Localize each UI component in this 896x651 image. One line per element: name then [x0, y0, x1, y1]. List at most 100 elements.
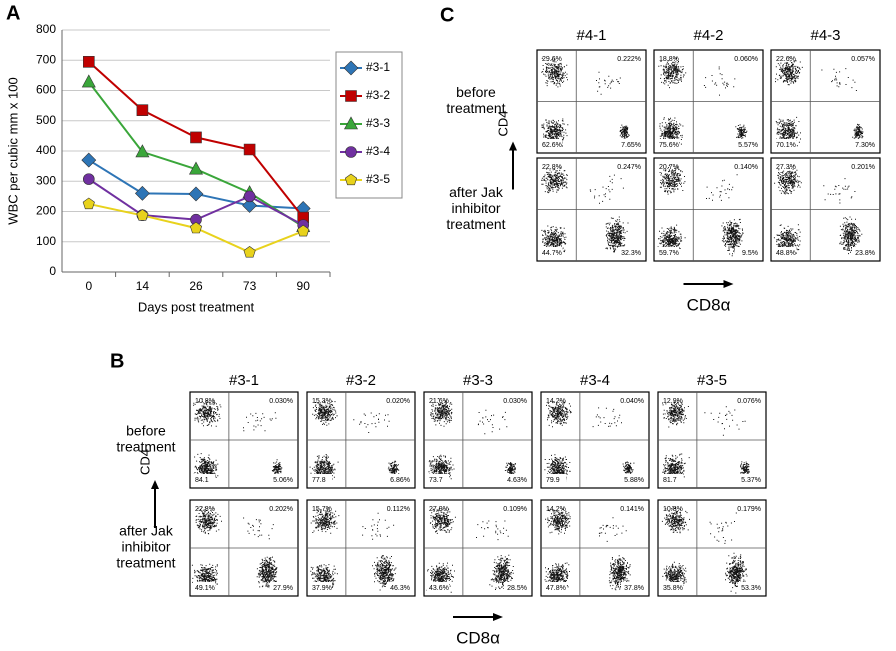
panel-label: C	[440, 4, 454, 26]
label-box	[738, 474, 763, 485]
marker	[242, 198, 258, 213]
dot-plot: 22.6% 0.057% 70.1% 7.30%	[770, 49, 881, 154]
marker	[136, 104, 149, 116]
label-box	[618, 247, 643, 258]
marker	[134, 185, 150, 201]
quadrant-value: 44.7%	[542, 250, 562, 257]
label-box	[540, 247, 562, 258]
marker	[190, 131, 202, 144]
row-label: before	[456, 84, 496, 100]
quadrant-value: 37.8%	[624, 585, 644, 592]
label-box	[738, 582, 763, 593]
dot-cloud	[605, 216, 629, 254]
marker	[81, 152, 97, 168]
column-header: #3-4	[580, 372, 610, 389]
row-label: treatment	[446, 100, 505, 116]
quadrant-value: 0.179%	[737, 506, 761, 513]
x-tick-label: 90	[297, 279, 311, 293]
dot-plot: 15.3% 0.020% 77.8 6.86%	[306, 391, 416, 489]
dot-cloud	[243, 412, 277, 432]
legend-label: #3-2	[366, 88, 390, 102]
dot-cloud	[476, 520, 509, 541]
quadrant-value: 32.3%	[621, 250, 641, 257]
y-axis-title: WBC per cubic mm x 100	[5, 77, 20, 224]
row-label: inhibitor	[121, 539, 170, 555]
marker	[345, 146, 357, 158]
dot-cloud	[735, 124, 748, 141]
quadrant-value: 70.1%	[776, 142, 796, 149]
x-axis-title: CD8α	[456, 628, 500, 647]
quadrant-value: 15.7%	[312, 506, 332, 513]
row-label: treatment	[116, 555, 175, 571]
row-label: inhibitor	[451, 200, 500, 216]
quadrant-value: 62.6%	[542, 142, 562, 149]
label-box	[427, 582, 449, 593]
label-box	[270, 582, 295, 593]
quadrant-value: 0.060%	[734, 56, 758, 63]
dot-cloud	[619, 124, 630, 142]
legend-label: #3-3	[366, 116, 390, 130]
x-tick-label: 73	[243, 279, 257, 293]
marker	[82, 197, 95, 210]
row-label: treatment	[446, 216, 505, 232]
dot-cloud	[312, 400, 338, 426]
quadrant-value: 28.5%	[507, 585, 527, 592]
dot-cloud	[596, 71, 621, 95]
dot-cloud	[775, 56, 803, 86]
quadrant-value: 43.6%	[429, 585, 449, 592]
quadrant-value: 0.112%	[387, 506, 410, 513]
column-header: #4-3	[810, 27, 840, 44]
quadrant-value: 6.86%	[390, 477, 410, 484]
label-box	[657, 247, 679, 258]
quadrant-value: 73.7	[429, 477, 443, 484]
label-box	[621, 582, 646, 593]
dot-cloud	[821, 68, 857, 91]
quadrant-value: 0.141%	[620, 506, 644, 513]
dot-cloud	[195, 506, 222, 535]
label-box	[193, 582, 215, 593]
label-box	[657, 139, 679, 150]
label-box	[774, 139, 796, 150]
row-label: before	[126, 423, 166, 439]
dot-cloud	[622, 461, 635, 478]
dot-plot: 10.8% 0.179% 35.8% 53.3%	[657, 499, 767, 597]
quadrant-value: 0.076%	[737, 398, 761, 405]
quadrant-value: 22.6%	[776, 56, 796, 63]
dot-plot: 10.8% 0.030% 84.1 5.06%	[189, 391, 299, 489]
label-box	[661, 582, 683, 593]
dot-cloud	[477, 409, 508, 435]
dot-cloud	[661, 506, 690, 534]
dot-cloud	[839, 216, 863, 255]
dot-cloud	[504, 462, 516, 475]
x-axis-title: Days post treatment	[138, 299, 255, 314]
marker	[344, 173, 358, 186]
quadrant-value: 7.30%	[855, 142, 875, 149]
arrow-head	[509, 141, 517, 151]
quadrant-value: 23.8%	[855, 250, 875, 257]
quadrant-value: 84.1	[195, 477, 209, 484]
marker	[83, 173, 95, 185]
quadrant-value: 22.8%	[195, 506, 215, 513]
legend-label: #3-5	[366, 172, 390, 186]
quadrant-value: 79.9	[546, 477, 560, 484]
arrow-head	[151, 480, 159, 489]
quadrant-value: 10.8%	[195, 398, 215, 405]
label-box	[661, 474, 683, 485]
marker	[297, 224, 310, 237]
column-header: #3-1	[229, 372, 259, 389]
y-tick-label: 700	[36, 52, 56, 66]
dot-plot: 15.7% 0.112% 37.9% 46.3%	[306, 499, 416, 597]
column-header: #4-1	[576, 27, 606, 44]
marker	[136, 209, 149, 221]
x-tick-label: 0	[85, 279, 92, 293]
dot-cloud	[545, 508, 571, 535]
quadrant-value: 0.247%	[617, 164, 641, 171]
x-tick-label: 14	[136, 279, 150, 293]
marker	[343, 116, 359, 130]
quadrant-value: 5.57%	[738, 142, 758, 149]
label-box	[427, 474, 449, 485]
quadrant-value: 0.057%	[851, 56, 875, 63]
y-tick-label: 200	[36, 204, 56, 218]
label-box	[852, 139, 877, 150]
quadrant-value: 14.2%	[546, 506, 566, 513]
